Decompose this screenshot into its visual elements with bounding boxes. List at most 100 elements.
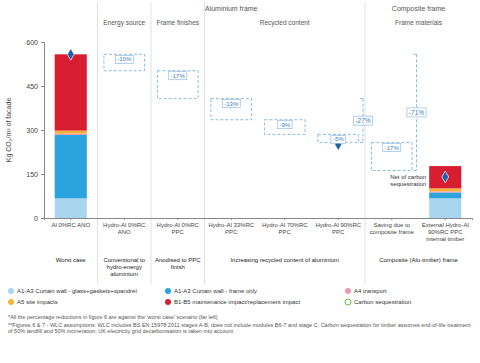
x-tick-label: Hydro-Al 90%RCPPC	[315, 222, 361, 235]
legend-item: A4 transport	[345, 288, 387, 294]
bracket-label-box	[353, 116, 372, 125]
x-tick-mark	[338, 218, 339, 220]
legend-item: Carbon sequestration	[345, 299, 411, 305]
y-tick: 300	[26, 127, 44, 134]
text-line: PPC	[332, 229, 345, 235]
text-line: Frame materials	[395, 19, 443, 26]
text-line: PPC	[279, 229, 292, 235]
x-tick: Hydro-Al 0%RCANO	[103, 218, 146, 235]
text-line: internal timber	[426, 236, 464, 242]
step-label: -9%	[279, 122, 290, 128]
bracket-end	[360, 98, 363, 99]
step-label-box	[115, 55, 133, 63]
step-label: -17%	[385, 145, 400, 151]
bar-segment	[55, 131, 87, 134]
y-tick-label: 300	[26, 127, 38, 134]
x-tick: Hydro-Al 90%RCPPC	[315, 218, 361, 235]
text-line: Saving due to	[373, 222, 410, 228]
legend-item: A1-A3 Curtain wall - glass+gaskets+spand…	[8, 288, 137, 294]
x-tick: Saving due tocomposite frame	[370, 218, 415, 235]
bar-segment	[429, 188, 461, 191]
legend-item: B1-B5 maintenance impact/replacement imp…	[165, 299, 300, 305]
text-line: Hydro-Al 0%RC	[157, 222, 200, 228]
x-tick-mark	[124, 218, 125, 220]
step-label: -5%	[333, 136, 344, 142]
sub-group-label: Energy source	[103, 19, 145, 27]
bottom-group-label: Anodised to PPCfinish	[155, 257, 201, 270]
text-line: ANO	[118, 229, 131, 235]
y-tick: 150	[26, 171, 44, 178]
x-tick: Hydro-Al 0%RCPPC	[157, 218, 200, 235]
bottom-group-label: Worst case	[56, 257, 87, 263]
legend-swatch	[8, 288, 14, 294]
bar-segment	[429, 191, 461, 192]
legend-swatch	[345, 299, 351, 305]
text-line: of 50% landfill and 50% incineration; UK…	[8, 328, 233, 334]
y-tick: 450	[26, 83, 44, 90]
bar-segment	[55, 198, 87, 218]
text-line: **Figures 6 & 7 - WLC assumptions: WLC i…	[8, 322, 471, 328]
y-axis-title: Kg CO₂/m² of facade	[5, 98, 13, 163]
y-tick-label: 150	[26, 171, 38, 178]
sub-group-label: Recycled content	[260, 19, 310, 27]
text-line: Al 0%RC ANO	[51, 222, 90, 228]
legend-swatch	[165, 288, 171, 294]
text-line: Worst case	[56, 257, 87, 263]
bottom-group-label: Composite (Alu-timber) frame	[379, 257, 458, 263]
labels: -10%-17%-13%-9%-5%-17%-27%-71%Net of car…	[115, 55, 426, 187]
text-line: Recycled content	[260, 19, 310, 27]
step-label: -10%	[117, 56, 132, 62]
legend-item: A1-A3 Curtain wall - frame only	[165, 288, 257, 294]
footnote: **Figures 6 & 7 - WLC assumptions: WLC i…	[8, 322, 471, 335]
text-line: Frame finishes	[156, 19, 199, 26]
text-line: Aluminium frame	[205, 5, 258, 12]
text-line: aluminium	[111, 271, 138, 277]
text-line: Increasing recycled content of aluminium	[230, 257, 339, 263]
top-group-label: Composite frame	[392, 5, 445, 13]
waterfall-step	[371, 143, 412, 171]
x-tick-label: Al 0%RC ANO	[51, 222, 90, 228]
x-tick-label: Hydro-Al 0%RCPPC	[157, 222, 200, 235]
sub-group-label: Frame finishes	[156, 19, 199, 26]
text-line: Conventional to	[103, 257, 145, 263]
x-tick-mark	[231, 218, 232, 220]
x-tick-mark	[391, 218, 392, 220]
x-tick: Al 0%RC ANO	[51, 218, 90, 228]
x-tick-label: Hydro-Al 70%RCPPC	[262, 222, 308, 235]
y-axis-line	[41, 43, 45, 219]
y-tick: 0	[34, 215, 44, 222]
waterfall-step	[264, 120, 305, 135]
total-note: Net of carbonsequestration	[390, 174, 426, 187]
bracket-label-box	[407, 108, 426, 117]
text-line: PPC	[172, 229, 185, 235]
x-tick: Hydro-Al 33%RCPPC	[208, 218, 254, 235]
text-line: Composite frame	[392, 5, 445, 13]
x-tick: Hydro-Al 70%RCPPC	[262, 218, 308, 235]
bracket-label: -71%	[409, 109, 424, 116]
text-line: Hydro-Al 90%RC	[315, 222, 361, 228]
x-tick-label: External Hydro-Al90%RC PPCinternal timbe…	[422, 222, 469, 242]
top-group-label: Aluminium frame	[205, 5, 258, 12]
chart: Aluminium frame Composite frame Energy sou…	[0, 0, 480, 363]
legend-item: A5 site impacts	[8, 299, 58, 305]
y-tick-mark	[41, 42, 44, 43]
text-line: Hydro-Al 33%RC	[208, 222, 254, 228]
total-marker	[67, 48, 74, 60]
y-tick: 600	[26, 39, 44, 46]
x-tick: External Hydro-Al90%RC PPCinternal timbe…	[422, 218, 469, 242]
bar-segment	[429, 192, 461, 198]
step-label-box	[331, 135, 346, 143]
legend-swatch	[165, 299, 171, 305]
x-tick-mark	[445, 218, 446, 220]
footnote: *All the percentage reductions in figure…	[8, 314, 218, 320]
text-line: Hydro-Al 0%RC	[103, 222, 146, 228]
y-tick-mark	[41, 174, 44, 175]
text-line: sequestration	[390, 181, 426, 187]
x-tick-mark	[284, 218, 285, 220]
text-line: Net of carbon	[390, 174, 426, 180]
text-line: *All the percentage reductions in figure…	[8, 314, 218, 320]
group-divider	[204, 2, 205, 284]
text-line: Hydro-Al 70%RC	[262, 222, 308, 228]
x-tick-label: Saving due tocomposite frame	[370, 222, 415, 235]
text-line: Anodised to PPC	[155, 257, 201, 263]
